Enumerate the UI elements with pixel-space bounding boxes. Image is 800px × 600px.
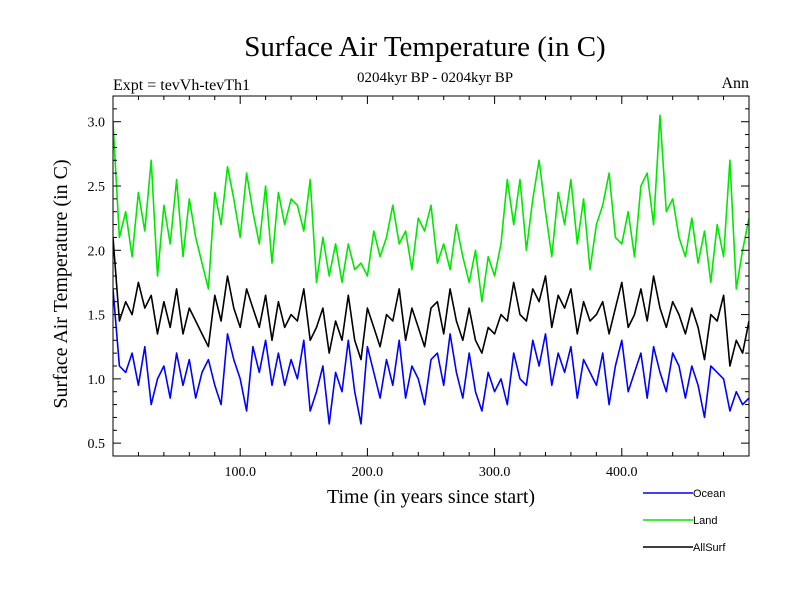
- y-tick-label: 3.0: [88, 116, 106, 131]
- legend-label-ocean: Ocean: [693, 488, 725, 500]
- chart-subtitle: 0204kyr BP - 0204kyr BP: [357, 70, 513, 86]
- x-tick-label: 400.0: [606, 465, 638, 480]
- y-tick-label: 2.0: [88, 244, 106, 259]
- x-tick-label: 100.0: [224, 465, 256, 480]
- y-tick-label: 1.5: [88, 309, 106, 324]
- y-tick-label: 2.5: [88, 180, 106, 195]
- chart-title: Surface Air Temperature (in C): [244, 31, 605, 63]
- series-line-allsurf: [113, 237, 749, 367]
- legend: Ocean Land AllSurf: [643, 488, 726, 554]
- x-axis-label: Time (in years since start): [327, 486, 535, 508]
- y-axis-label: Surface Air Temperature (in C): [50, 159, 72, 408]
- season-label: Ann: [721, 75, 749, 92]
- legend-label-land: Land: [693, 515, 717, 527]
- x-axis: 100.0 200.0 300.0 400.0: [137, 96, 725, 480]
- series-line-ocean: [113, 288, 749, 425]
- y-tick-label: 0.5: [88, 437, 106, 452]
- y-tick-label: 1.0: [88, 373, 106, 388]
- y-axis: 0.5 1.0 1.5 2.0 2.5 3.0: [88, 108, 749, 452]
- experiment-label: Expt = tevVh-tevTh1: [113, 77, 250, 94]
- series-layer: [113, 114, 749, 425]
- series-line-land: [113, 114, 749, 303]
- x-tick-label: 200.0: [352, 465, 384, 480]
- legend-label-allsurf: AllSurf: [693, 542, 726, 554]
- x-tick-label: 300.0: [479, 465, 511, 480]
